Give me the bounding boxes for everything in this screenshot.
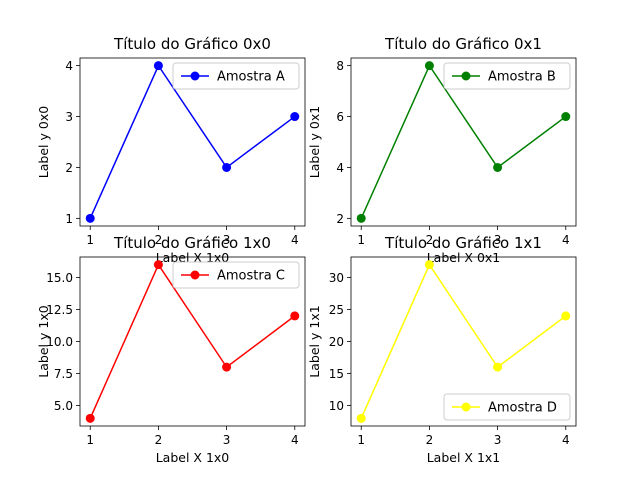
legend-label: Amostra D [488,401,557,416]
data-point [493,162,503,172]
data-point [561,112,571,122]
x-tick-label: 4 [562,433,570,447]
data-point [493,362,503,372]
legend: Amostra B [443,62,571,90]
x-axis-label: Label X 1x0 [156,450,230,465]
data-point [424,260,434,270]
legend-label: Amostra C [217,269,285,284]
legend-marker [190,71,200,81]
y-axis-label: Label y 1x1 [307,305,322,377]
axes-frame [350,57,577,227]
series-line [360,64,567,219]
y-axis-label: Label y 0x0 [36,106,51,178]
x-tick-label: 4 [291,233,299,247]
legend-marker [461,402,471,412]
x-tick-label: 4 [562,233,570,247]
y-axis-label: Label y 1x0 [36,305,51,377]
x-tick-label: 2 [426,433,434,447]
subplot-0: 1 2 3 4 1 2 3 4 Label X 1x0 Label y 0x0 Título do … [36,35,306,265]
chart-title: Título do Gráfico 0x1 [384,35,542,53]
y-tick-label: 3 [65,110,73,124]
legend-marker [190,270,200,280]
x-tick-label: 4 [291,433,299,447]
legend-box [443,62,571,90]
data-point [424,61,434,71]
legend-marker [461,71,471,81]
data-point [290,311,300,321]
y-tick-label: 15.0 [46,271,73,285]
data-point [153,61,163,71]
legend: Amostra A [172,62,300,90]
y-tick-label: 20 [329,335,344,349]
data-point [153,260,163,270]
y-tick-label: 15 [329,367,344,381]
legend-label: Amostra A [217,70,285,85]
axes-frame [79,57,306,227]
y-tick-label: 25 [329,303,344,317]
y-tick-label: 7.5 [54,367,73,381]
x-tick-label: 3 [494,233,502,247]
data-point [290,112,300,122]
y-tick-label: 6 [336,110,344,124]
x-tick-label: 1 [86,233,94,247]
x-tick-label: 3 [494,433,502,447]
data-point [85,413,95,423]
y-tick-label: 12.5 [46,303,73,317]
chart-title: Título do Gráfico 0x0 [113,35,271,53]
data-point [222,362,232,372]
x-tick-label: 3 [223,233,231,247]
x-tick-label: 1 [357,233,365,247]
legend-box [172,261,300,289]
y-tick-label: 10 [329,399,344,413]
series-line [89,263,296,419]
legend-label: Amostra B [488,70,556,85]
y-tick-label: 5.0 [54,399,73,413]
x-axis-label: Label X 0x1 [427,250,501,265]
x-tick-label: 2 [155,233,163,247]
y-tick-label: 30 [329,271,344,285]
data-point [85,213,95,223]
data-point [356,413,366,423]
x-tick-label: 3 [223,433,231,447]
y-tick-label: 2 [336,212,344,226]
data-point [222,162,232,172]
x-axis-label: Label X 1x0 [156,250,230,265]
legend-box [172,62,300,90]
y-tick-label: 4 [65,59,73,73]
y-tick-label: 1 [65,212,73,226]
x-axis-label: Label X 1x1 [427,450,501,465]
series-line [360,263,567,419]
subplot-3: 1 2 3 4 10 15 20 25 30 Label X 1x1 Label y 1x1 Títu… [307,234,577,465]
subplot-2: 1 2 3 4 5.0 7.5 10.0 12.5 15.0 Label X 1x0 Label y… [36,234,306,465]
data-point [561,311,571,321]
y-tick-label: 10.0 [46,335,73,349]
legend: Amostra C [172,261,300,289]
chart-title: Título do Gráfico 1x1 [384,234,542,252]
y-tick-label: 4 [336,161,344,175]
x-tick-label: 2 [155,433,163,447]
x-tick-label: 2 [426,233,434,247]
y-tick-label: 8 [336,59,344,73]
data-point [356,213,366,223]
x-tick-label: 1 [86,433,94,447]
legend: Amostra D [443,393,571,421]
y-tick-label: 2 [65,161,73,175]
chart-title: Título do Gráfico 1x0 [113,234,271,252]
legend-box [443,393,571,421]
series-line [89,64,296,219]
x-tick-label: 1 [357,433,365,447]
y-axis-label: Label y 0x1 [307,106,322,178]
